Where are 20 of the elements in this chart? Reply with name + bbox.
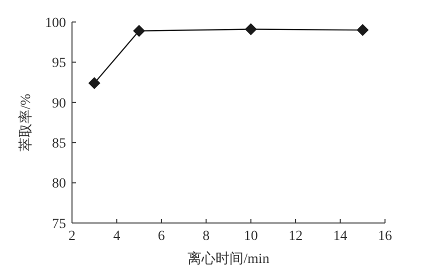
y-tick-label: 80 xyxy=(52,176,66,192)
point xyxy=(133,24,146,37)
x-tick-label: 10 xyxy=(244,229,258,244)
x-tick-label: 6 xyxy=(158,229,165,244)
y-axis-title: 萃取率/% xyxy=(18,93,34,152)
x-tick-label: 4 xyxy=(113,229,120,244)
y-tick-label: 85 xyxy=(52,136,66,152)
y-tick-label: 75 xyxy=(52,216,66,232)
y-tick-label: 100 xyxy=(45,16,66,31)
point xyxy=(88,77,100,90)
point xyxy=(356,24,369,36)
x-tick-label: 16 xyxy=(378,229,392,244)
x-tick-label: 2 xyxy=(68,229,76,244)
x-tick-label: 14 xyxy=(333,229,348,244)
y-tick-label: 90 xyxy=(52,96,66,112)
y-tick-label: 95 xyxy=(52,56,66,72)
x-tick-label: 8 xyxy=(202,229,210,244)
x-axis-title: 离心时间/min xyxy=(188,251,270,267)
point xyxy=(244,23,257,36)
x-tick-label: 12 xyxy=(288,229,303,244)
